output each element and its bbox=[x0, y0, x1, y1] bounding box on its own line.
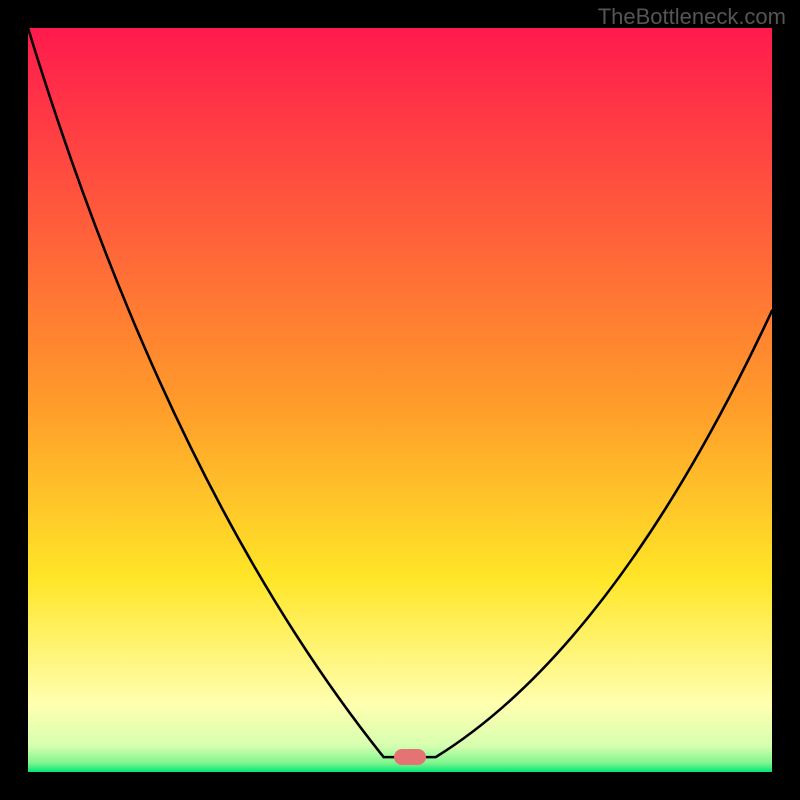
bottleneck-curve bbox=[28, 28, 772, 772]
plot-area bbox=[28, 28, 772, 772]
optimal-marker bbox=[394, 749, 426, 765]
watermark-text: TheBottleneck.com bbox=[598, 4, 786, 30]
chart-container: TheBottleneck.com bbox=[0, 0, 800, 800]
